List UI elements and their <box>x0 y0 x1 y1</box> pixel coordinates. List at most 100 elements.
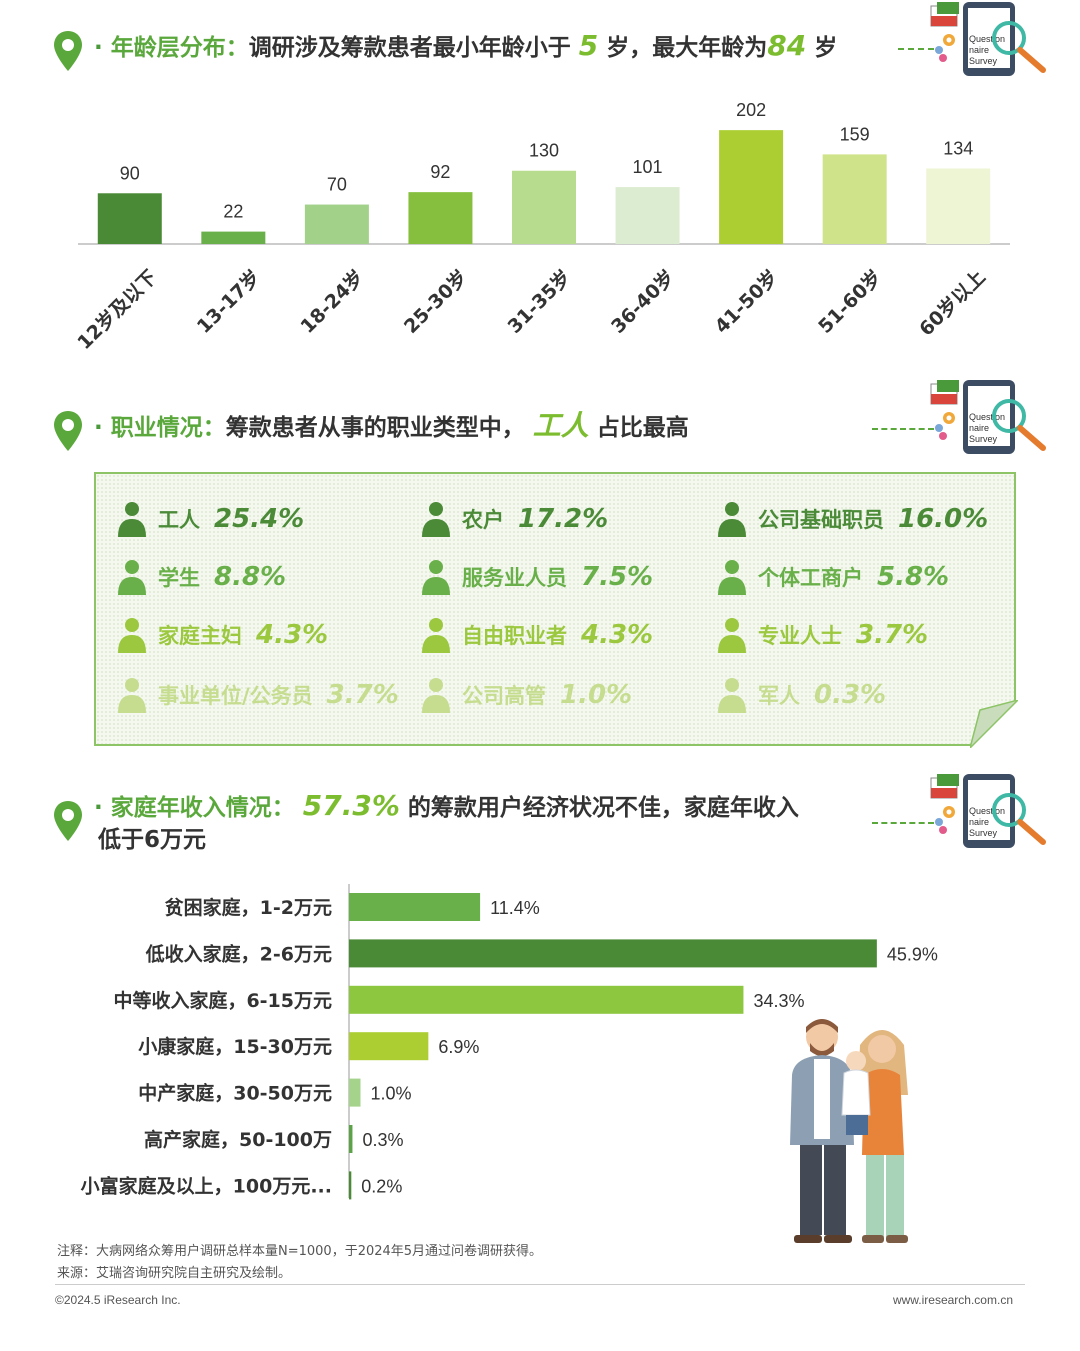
occupation-value: 5.8% <box>877 562 950 592</box>
age-bar-value-label: 70 <box>327 175 347 195</box>
occupation-highlight: 工人 <box>532 409 589 442</box>
occupation-label: 农户 <box>462 508 504 532</box>
income-section-title: · 家庭年收入情况： 57.3% 的筹款用户经济状况不佳，家庭年收入 低于6万元 <box>94 790 799 856</box>
occupation-value: 3.7% <box>856 620 929 650</box>
income-category-label: 中等收入家庭，6-15万元 <box>113 989 332 1012</box>
income-category-label: 小富家庭及以上，100万元... <box>81 1174 332 1197</box>
occupation-label: 自由职业者 <box>462 624 567 648</box>
occupation-label: 个体工商户 <box>758 566 863 590</box>
survey-icon-line2: naire <box>969 45 989 55</box>
survey-icon-line1: Question <box>969 806 1005 816</box>
occupation-label: 学生 <box>158 566 200 590</box>
survey-icon-line2: naire <box>969 423 989 433</box>
income-title-label: 家庭年收入情况： <box>110 795 295 821</box>
age-bar <box>201 231 266 244</box>
age-bar <box>408 192 473 244</box>
income-bar <box>349 1078 361 1107</box>
income-bar-value-label: 11.4% <box>490 898 540 918</box>
occupation-item: 工人 25.4% <box>114 496 304 542</box>
occupation-item: 专业人士 3.7% <box>714 612 928 658</box>
occupation-item: 事业单位/公务员 3.7% <box>114 672 399 718</box>
age-category-label: 13-17岁 <box>192 265 265 338</box>
freelancer-icon <box>422 618 450 653</box>
age-bar <box>97 193 162 244</box>
occupation-item: 家庭主妇 4.3% <box>114 612 328 658</box>
survey-icon-line2: naire <box>969 817 989 827</box>
heading-dash-line <box>898 48 934 50</box>
age-bar-value-label: 134 <box>943 138 973 158</box>
location-pin-icon <box>54 801 82 841</box>
occupation-value: 7.5% <box>581 562 654 592</box>
age-bar <box>304 204 369 244</box>
survey-icon-line3: Survey <box>969 434 998 444</box>
occupation-value: 17.2% <box>518 504 609 534</box>
income-title-text-a: 的筹款用户经济状况不佳，家庭年收入 <box>407 795 799 821</box>
income-category-label: 小康家庭，15-30万元 <box>138 1035 332 1058</box>
age-bar <box>926 168 991 244</box>
age-bar <box>822 154 887 244</box>
questionnaire-survey-icon: Question naire Survey <box>930 380 1046 454</box>
occupation-value: 1.0% <box>560 680 633 710</box>
copyright-text: ©2024.5 iResearch Inc. <box>55 1293 181 1307</box>
age-category-label: 60岁以上 <box>914 265 989 340</box>
housewife-icon <box>118 618 146 653</box>
income-bar <box>349 1032 429 1061</box>
survey-icon-line3: Survey <box>969 56 998 66</box>
worker-icon <box>118 502 146 537</box>
occupation-item: 公司高管 1.0% <box>418 672 632 718</box>
occupation-value: 25.4% <box>214 504 305 534</box>
age-section-title: · 年龄层分布：调研涉及筹款患者最小年龄小于 5 岁，最大年龄为84 岁 <box>94 29 838 62</box>
soldier-icon <box>718 678 746 713</box>
occupation-item: 公司基础职员 16.0% <box>714 496 988 542</box>
age-category-label: 12岁及以下 <box>73 265 162 354</box>
age-bar-value-label: 101 <box>633 157 663 177</box>
income-category-label: 低收入家庭，2-6万元 <box>145 942 332 965</box>
occupation-label: 军人 <box>758 684 800 708</box>
occupation-label: 公司基础职员 <box>758 508 884 532</box>
website-link[interactable]: www.iresearch.com.cn <box>892 1293 1013 1307</box>
occupation-value: 3.7% <box>326 680 399 710</box>
age-title-text-c: 岁 <box>814 35 838 61</box>
occupation-value: 4.3% <box>256 620 329 650</box>
income-bar-value-label: 0.2% <box>361 1176 402 1196</box>
survey-icon-line1: Question <box>969 412 1005 422</box>
occupation-section-title: · 职业情况：筹款患者从事的职业类型中， 工人 占比最高 <box>94 409 689 442</box>
age-category-label: 18-24岁 <box>296 265 369 338</box>
civil-servant-icon <box>118 678 146 713</box>
professional-icon <box>718 618 746 653</box>
occupation-section-heading: · 职业情况：筹款患者从事的职业类型中， 工人 占比最高 <box>52 410 689 452</box>
occupation-title-label: 职业情况： <box>110 415 226 441</box>
sample-note: 注释：大病网络众筹用户调研总样本量N=1000，于2024年5月通过问卷调研获得… <box>57 1244 543 1259</box>
service-staff-icon <box>422 560 450 595</box>
income-bar-value-label: 1.0% <box>371 1084 412 1104</box>
questionnaire-survey-icon: Question naire Survey <box>930 774 1046 848</box>
age-title-text-a: 调研涉及筹款患者最小年龄小于 <box>248 35 571 61</box>
age-bar <box>719 130 784 244</box>
income-bar-chart: 贫困家庭，1-2万元 11.4% 低收入家庭，2-6万元 45.9% 中等收入家庭，6-… <box>81 884 938 1200</box>
occupation-label: 公司高管 <box>462 684 546 708</box>
age-bar-value-label: 202 <box>736 100 766 120</box>
occupation-item: 自由职业者 4.3% <box>418 612 653 658</box>
age-title-text-b: 岁，最大年龄为 <box>606 35 768 61</box>
page-fold-corner <box>970 700 1018 748</box>
min-age-value: 5 <box>578 29 599 62</box>
occupation-label: 事业单位/公务员 <box>158 684 313 708</box>
age-section-heading: · 年龄层分布：调研涉及筹款患者最小年龄小于 5 岁，最大年龄为84 岁 <box>52 30 837 72</box>
age-bar-value-label: 159 <box>840 124 870 144</box>
occupation-value: 0.3% <box>814 680 887 710</box>
age-bar <box>615 187 680 244</box>
income-bar <box>349 1171 352 1200</box>
occupation-label: 专业人士 <box>758 624 842 648</box>
age-category-label: 51-60岁 <box>814 265 887 338</box>
income-category-label: 贫困家庭，1-2万元 <box>165 896 332 919</box>
income-highlight: 57.3% <box>302 789 400 822</box>
location-pin-icon <box>54 411 82 451</box>
location-pin-icon <box>54 31 82 71</box>
income-category-label: 高产家庭，50-100万 <box>144 1128 332 1151</box>
income-bar-value-label: 45.9% <box>887 944 938 964</box>
occupation-value: 4.3% <box>581 620 654 650</box>
occupation-item: 服务业人员 7.5% <box>418 554 653 600</box>
income-bar-value-label: 34.3% <box>753 991 804 1011</box>
age-bar-value-label: 130 <box>529 141 559 161</box>
income-bar-value-label: 0.3% <box>362 1130 403 1150</box>
